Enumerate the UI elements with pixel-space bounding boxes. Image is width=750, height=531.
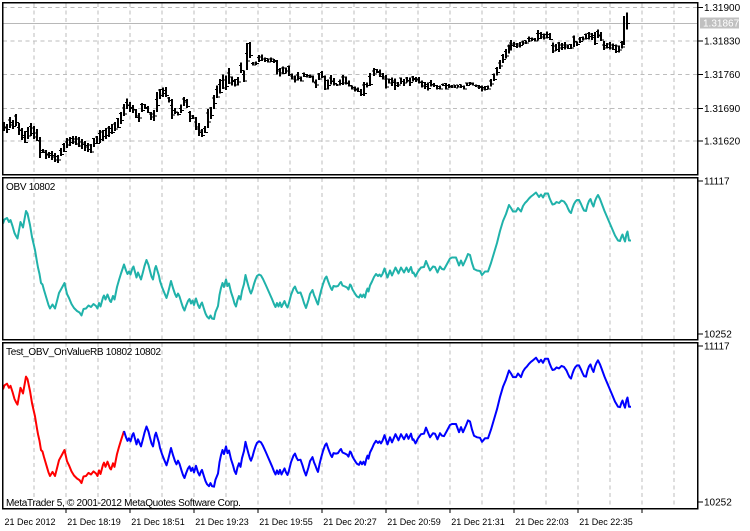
svg-text:1.31760: 1.31760 [704,70,741,81]
svg-text:Test_OBV_OnValueRB 10802 10802: Test_OBV_OnValueRB 10802 10802 [6,347,162,358]
svg-text:21 Dec 22:35: 21 Dec 22:35 [579,517,633,527]
svg-text:11117: 11117 [704,342,730,353]
svg-text:21 Dec 19:55: 21 Dec 19:55 [259,517,313,527]
svg-text:21 Dec 20:59: 21 Dec 20:59 [387,517,441,527]
svg-text:21 Dec 18:51: 21 Dec 18:51 [131,517,185,527]
svg-text:1.31900: 1.31900 [704,3,741,14]
svg-text:1.31867: 1.31867 [703,19,740,30]
svg-text:21 Dec 18:19: 21 Dec 18:19 [67,517,121,527]
svg-text:11117: 11117 [704,177,730,188]
svg-text:10252: 10252 [704,330,732,341]
svg-text:10252: 10252 [704,498,732,509]
svg-text:OBV 10802: OBV 10802 [6,182,56,193]
svg-text:1.31830: 1.31830 [704,37,741,48]
svg-text:MetaTrader 5, © 2001-2012 Meta: MetaTrader 5, © 2001-2012 MetaQuotes Sof… [6,498,241,509]
svg-text:1.31620: 1.31620 [704,137,741,148]
svg-text:21 Dec 20:27: 21 Dec 20:27 [323,517,377,527]
svg-text:21 Dec 2012: 21 Dec 2012 [4,517,55,527]
svg-text:21 Dec 21:31: 21 Dec 21:31 [451,517,505,527]
svg-text:1.31690: 1.31690 [704,104,741,115]
svg-text:21 Dec 22:03: 21 Dec 22:03 [515,517,569,527]
svg-text:21 Dec 19:23: 21 Dec 19:23 [195,517,249,527]
